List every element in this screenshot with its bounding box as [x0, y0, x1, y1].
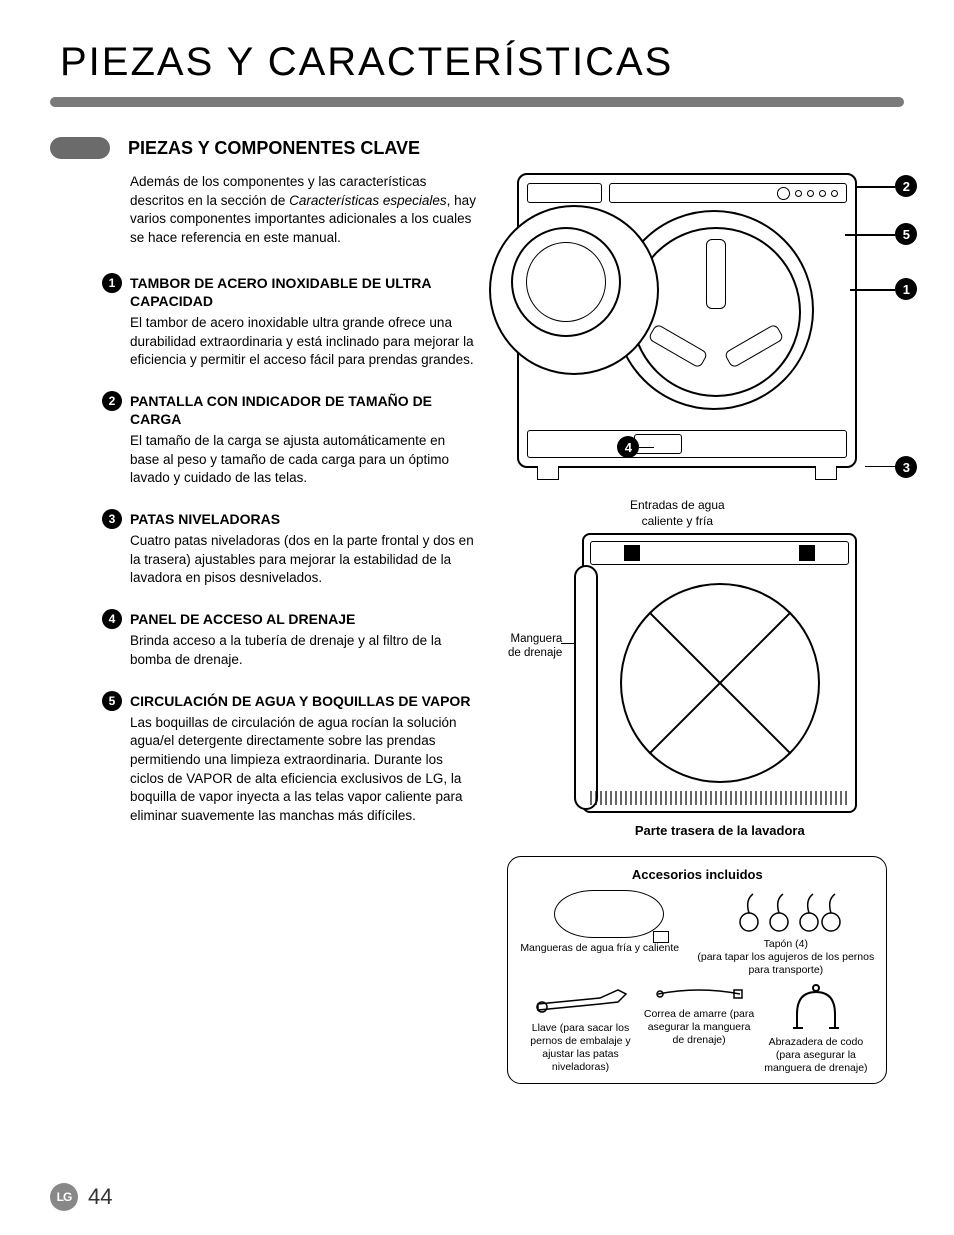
- item-title: TAMBOR DE ACERO INOXIDABLE DE ULTRA CAPA…: [130, 274, 477, 310]
- hose-label-line2: de drenaje: [508, 647, 562, 659]
- plugs-label-line2: (para tapar los agujeros de los pernos p…: [697, 951, 874, 976]
- door-open-icon: [489, 205, 659, 375]
- accessory-plugs: Tapón (4) (para tapar los agujeros de lo…: [697, 890, 874, 977]
- page-footer: LG 44: [50, 1183, 112, 1211]
- strap-label: Correa de amarre (para asegurar la mangu…: [644, 1008, 754, 1046]
- content-row: Además de los componentes y las caracter…: [0, 173, 954, 1084]
- item-body: Las boquillas de circulación de agua roc…: [130, 714, 477, 826]
- item-3: 3 PATAS NIVELADORAS Cuatro patas nivelad…: [130, 510, 477, 588]
- intro-paragraph: Además de los componentes y las caracter…: [130, 173, 477, 248]
- kick-panel-icon: [527, 430, 847, 458]
- washer-back-diagram: Entradas de agua caliente y fría Manguer…: [487, 498, 867, 838]
- callout-leader-line: [850, 289, 895, 291]
- wrench-icon: [530, 984, 630, 1018]
- page-title: PIEZAS Y CARACTERÍSTICAS: [0, 0, 954, 97]
- knob-icon: [777, 187, 790, 200]
- accessory-hoses: Mangueras de agua fría y caliente: [520, 890, 697, 977]
- control-panel-icon: [609, 183, 847, 203]
- accessory-strap: Correa de amarre (para asegurar la mangu…: [641, 984, 758, 1047]
- strap-icon: [654, 984, 744, 1004]
- callout-badge-3: 3: [895, 456, 917, 478]
- page-number: 44: [88, 1184, 112, 1210]
- callout-leader-line: [845, 234, 895, 236]
- washer-front-outline: [517, 173, 857, 468]
- clamp-label: Abrazadera de codo (para asegurar la man…: [764, 1036, 867, 1074]
- item-body: El tamaño de la carga se ajusta automáti…: [130, 432, 477, 488]
- inlet-label: Entradas de agua caliente y fría: [487, 498, 867, 529]
- callout-leader-line: [639, 447, 654, 449]
- intro-italic: Características especiales: [289, 193, 447, 208]
- back-base-hatch-icon: [590, 791, 849, 805]
- inlet-label-line1: Entradas de agua: [630, 498, 725, 512]
- item-5: 5 CIRCULACIÓN DE AGUA Y BOQUILLAS DE VAP…: [130, 692, 477, 826]
- washer-back-outline: [582, 533, 857, 813]
- plugs-icon: [731, 890, 841, 934]
- door-glass-inner-icon: [526, 242, 606, 322]
- item-1: 1 TAMBOR DE ACERO INOXIDABLE DE ULTRA CA…: [130, 274, 477, 370]
- accessory-wrench: Llave (para sacar los pernos de embalaje…: [520, 984, 640, 1075]
- section-pill-icon: [50, 137, 110, 159]
- item-number-badge: 2: [102, 391, 122, 411]
- item-number-badge: 4: [102, 609, 122, 629]
- item-2: 2 PANTALLA CON INDICADOR DE TAMAÑO DE CA…: [130, 392, 477, 488]
- leveling-leg-icon: [815, 466, 837, 480]
- callout-badge-1: 1: [895, 278, 917, 300]
- hose-connector-icon: [653, 931, 669, 943]
- item-body: Brinda acceso a la tubería de drenaje y …: [130, 632, 477, 669]
- item-body: El tambor de acero inoxidable ultra gran…: [130, 314, 477, 370]
- drain-hose-label: Manguera de drenaje: [482, 633, 562, 661]
- item-number-badge: 5: [102, 691, 122, 711]
- callout-leader-line: [855, 186, 895, 188]
- accessories-title: Accesorios incluidos: [520, 867, 874, 882]
- left-column: Además de los componentes y las caracter…: [60, 173, 487, 1084]
- back-view-caption: Parte trasera de la lavadora: [582, 823, 857, 838]
- callout-leader-line: [865, 466, 895, 468]
- item-title: CIRCULACIÓN DE AGUA Y BOQUILLAS DE VAPOR: [130, 692, 477, 710]
- item-title: PATAS NIVELADORAS: [130, 510, 477, 528]
- inlet-label-line2: caliente y fría: [642, 514, 713, 528]
- hoses-label: Mangueras de agua fría y caliente: [520, 942, 679, 954]
- drain-access-icon: [634, 434, 682, 454]
- right-column: 2 5 1 3 4 Entradas de agua caliente y fr…: [487, 173, 914, 1084]
- item-4: 4 PANEL DE ACCESO AL DRENAJE Brinda acce…: [130, 610, 477, 669]
- hoses-icon: [554, 890, 664, 938]
- item-number-badge: 1: [102, 273, 122, 293]
- water-inlet-icon: [799, 545, 815, 561]
- plugs-label-line1: Tapón (4): [764, 938, 808, 950]
- accessory-clamp: Abrazadera de codo (para asegurar la man…: [757, 984, 874, 1075]
- accessories-grid: Mangueras de agua fría y caliente Tapón …: [520, 890, 874, 1075]
- accessories-box: Accesorios incluidos Mangueras de agua f…: [507, 856, 887, 1084]
- drum-fin-icon: [706, 239, 726, 309]
- item-title: PANEL DE ACCESO AL DRENAJE: [130, 610, 477, 628]
- clamp-icon: [791, 984, 841, 1032]
- drum-fin-icon: [724, 323, 785, 369]
- washer-front-diagram: 2 5 1 3 4: [517, 173, 897, 468]
- item-number-badge: 3: [102, 509, 122, 529]
- water-inlet-icon: [624, 545, 640, 561]
- button-dot-icon: [831, 190, 838, 197]
- section-title: PIEZAS Y COMPONENTES CLAVE: [128, 138, 420, 159]
- dispenser-drawer-icon: [527, 183, 602, 203]
- lg-logo-icon: LG: [50, 1183, 78, 1211]
- button-dot-icon: [795, 190, 802, 197]
- callout-badge-2: 2: [895, 175, 917, 197]
- button-dot-icon: [819, 190, 826, 197]
- drum-fin-icon: [648, 323, 709, 369]
- item-body: Cuatro patas niveladoras (dos en la part…: [130, 532, 477, 588]
- section-header: PIEZAS Y COMPONENTES CLAVE: [50, 137, 954, 159]
- callout-badge-5: 5: [895, 223, 917, 245]
- hose-label-line1: Manguera: [511, 633, 563, 645]
- drain-hose-icon: [574, 565, 598, 810]
- leveling-leg-icon: [537, 466, 559, 480]
- drum-inner-icon: [631, 227, 801, 397]
- button-dot-icon: [807, 190, 814, 197]
- item-title: PANTALLA CON INDICADOR DE TAMAÑO DE CARG…: [130, 392, 477, 428]
- title-underline: [50, 97, 904, 107]
- wrench-label: Llave (para sacar los pernos de embalaje…: [530, 1022, 630, 1073]
